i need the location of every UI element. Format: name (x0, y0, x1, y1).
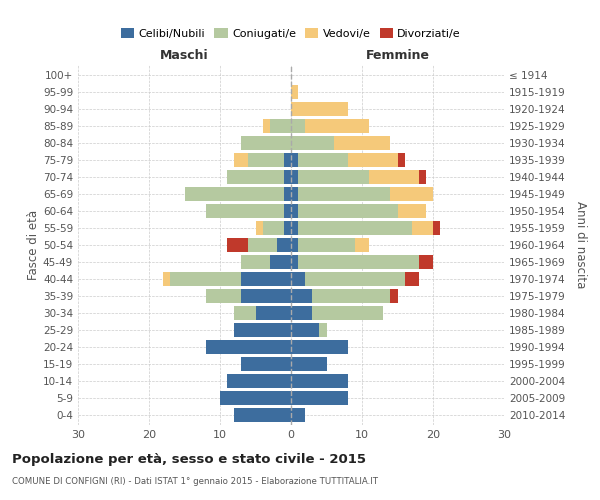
Bar (291, 170, 298, 184)
Bar (291, 391, 348, 404)
Bar (284, 154, 291, 167)
Bar (298, 255, 419, 269)
Bar (391, 289, 398, 302)
Bar (391, 188, 433, 201)
Bar (248, 238, 277, 252)
Bar (291, 255, 298, 269)
Bar (305, 120, 369, 133)
Bar (298, 238, 355, 252)
Bar (284, 170, 291, 184)
Bar (227, 374, 291, 388)
Bar (291, 204, 298, 218)
Text: Femmine: Femmine (365, 48, 430, 62)
Bar (163, 272, 170, 286)
Y-axis label: Anni di nascita: Anni di nascita (574, 202, 587, 288)
Bar (298, 170, 369, 184)
Bar (256, 221, 263, 235)
Bar (355, 238, 369, 252)
Bar (291, 323, 319, 336)
Bar (170, 272, 241, 286)
Bar (334, 136, 391, 150)
Bar (291, 408, 305, 422)
Bar (284, 204, 291, 218)
Bar (291, 238, 298, 252)
Bar (227, 238, 248, 252)
Bar (419, 255, 433, 269)
Bar (398, 154, 404, 167)
Bar (227, 170, 284, 184)
Y-axis label: Fasce di età: Fasce di età (27, 210, 40, 280)
Bar (398, 204, 426, 218)
Bar (319, 323, 326, 336)
Text: Maschi: Maschi (160, 48, 209, 62)
Bar (291, 188, 298, 201)
Bar (291, 86, 298, 99)
Bar (241, 357, 291, 370)
Bar (419, 170, 426, 184)
Bar (284, 188, 291, 201)
Bar (298, 154, 348, 167)
Text: Popolazione per età, sesso e stato civile - 2015: Popolazione per età, sesso e stato civil… (12, 452, 366, 466)
Bar (185, 188, 284, 201)
Bar (270, 120, 291, 133)
Bar (404, 272, 419, 286)
Bar (263, 221, 284, 235)
Bar (291, 272, 305, 286)
Bar (277, 238, 291, 252)
Bar (291, 306, 313, 320)
Legend: Celibi/Nubili, Coniugati/e, Vedovi/e, Divorziati/e: Celibi/Nubili, Coniugati/e, Vedovi/e, Di… (116, 24, 466, 44)
Bar (291, 120, 305, 133)
Bar (369, 170, 419, 184)
Bar (248, 154, 284, 167)
Bar (206, 340, 291, 353)
Bar (241, 289, 291, 302)
Bar (270, 255, 291, 269)
Bar (206, 289, 241, 302)
Bar (220, 391, 291, 404)
Bar (298, 204, 398, 218)
Bar (291, 374, 348, 388)
Bar (412, 221, 433, 235)
Bar (284, 221, 291, 235)
Bar (256, 306, 291, 320)
Bar (291, 154, 298, 167)
Bar (263, 120, 270, 133)
Bar (241, 136, 291, 150)
Bar (305, 272, 404, 286)
Text: COMUNE DI CONFIGNI (RI) - Dati ISTAT 1° gennaio 2015 - Elaborazione TUTTITALIA.I: COMUNE DI CONFIGNI (RI) - Dati ISTAT 1° … (12, 478, 378, 486)
Bar (234, 154, 248, 167)
Bar (291, 136, 334, 150)
Bar (291, 357, 326, 370)
Bar (313, 306, 383, 320)
Bar (234, 408, 291, 422)
Bar (291, 340, 348, 353)
Bar (206, 204, 284, 218)
Bar (313, 289, 391, 302)
Bar (234, 323, 291, 336)
Bar (241, 272, 291, 286)
Bar (234, 306, 256, 320)
Bar (298, 221, 412, 235)
Bar (291, 289, 313, 302)
Bar (291, 102, 348, 116)
Bar (291, 221, 298, 235)
Bar (348, 154, 398, 167)
Bar (241, 255, 270, 269)
Bar (298, 188, 391, 201)
Bar (433, 221, 440, 235)
